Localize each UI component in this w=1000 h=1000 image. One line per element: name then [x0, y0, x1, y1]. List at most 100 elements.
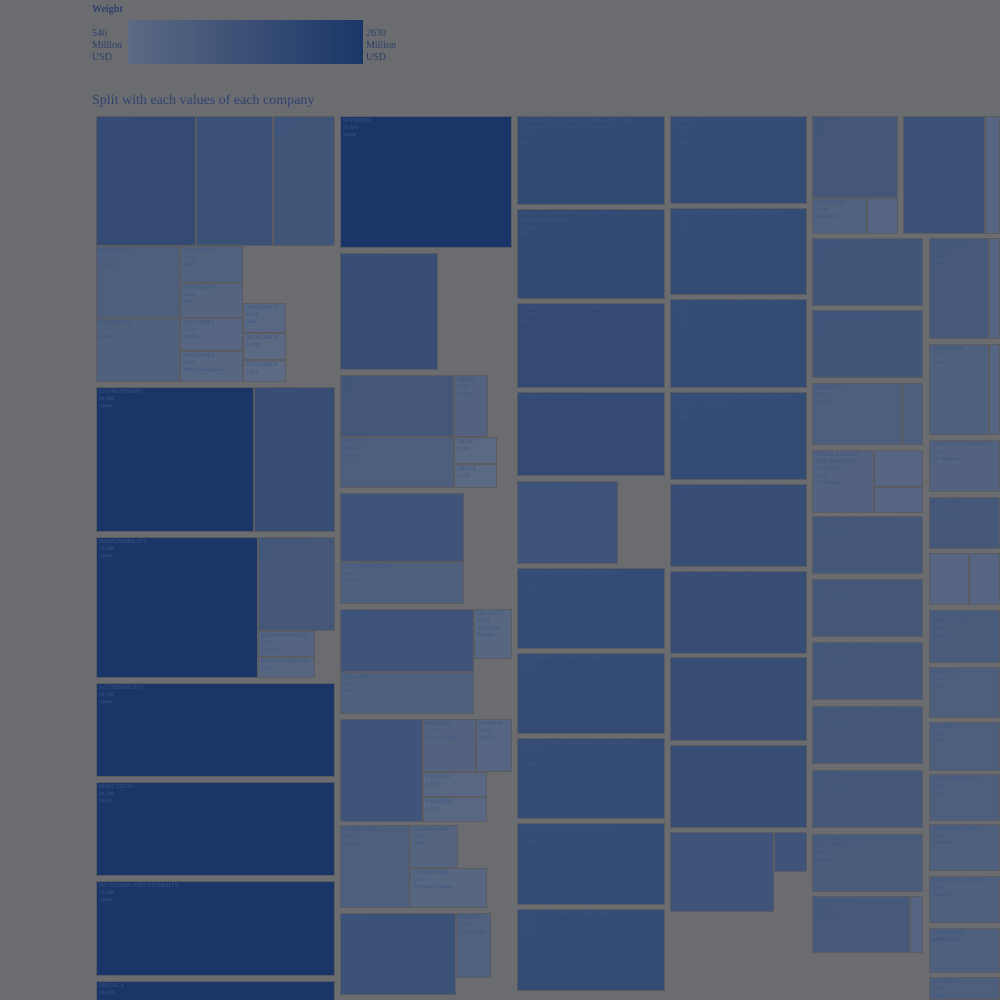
treemap-tile-responsibility: RESPONSIBILITY 2,779 Unocal	[258, 631, 315, 657]
treemap-tile-small	[985, 116, 1000, 234]
tile-value: 14,576	[673, 315, 689, 321]
treemap-tile-everyone-counts: EVERYONE COUNTS 7,972 Mercedes-Benz	[929, 497, 1000, 549]
tile-company: Budweiser	[815, 912, 839, 918]
tile-label: EXECUTE SUPERBLY	[932, 442, 991, 448]
treemap-tile-education: EDUCATION 26,368 Apple	[96, 782, 335, 876]
treemap-tile-discipline: DISCIPLINE 4,077 Intel	[929, 344, 989, 435]
tile-company: IBM	[520, 139, 531, 145]
treemap-tile-build-a-great-and-winning-culture: BUILD A GREAT AND WINNING CULTURE 3,256 J.…	[812, 450, 874, 513]
tile-company: Mercedes-Benz	[815, 595, 850, 601]
tile-company: Disney	[99, 262, 115, 268]
tile-company: Google	[520, 932, 537, 938]
tile-company: gillette	[343, 578, 359, 584]
tile-value: 9,962	[777, 848, 790, 854]
tile-company: coca-cola	[343, 509, 365, 515]
tile-value: 9,962	[343, 502, 356, 508]
treemap-tile-small	[929, 553, 969, 605]
tile-value: 4,793	[343, 834, 356, 840]
treemap-tile-ask-right-alot: ASK RIGHT, ALOT 4,438 Amazon	[929, 824, 1000, 871]
tile-label: PASSION	[426, 799, 451, 805]
treemap-tile-innovation-that-matters-for-our-company-and-for-the-world: INNOVATION THAT MATTERS - FOR OUR COMPAN…	[517, 116, 665, 205]
tile-company: Apple	[99, 798, 113, 804]
legend-max-label: 2630 Million USD	[366, 28, 397, 63]
tile-value: 11,256	[343, 922, 358, 928]
tile-value: 4,438	[932, 937, 945, 943]
tile-company: Mercedes-Benz	[815, 532, 850, 538]
treemap-tile-respect-teamwork: RESPECT TEAMWORK 9,355 oracle	[812, 310, 923, 378]
tile-label: PASSION	[343, 721, 368, 727]
treemap-tile-small	[874, 450, 923, 487]
tile-value: 14,576	[520, 662, 536, 668]
tile-value: 4,793	[99, 255, 112, 261]
tile-label: EVERYONE COUNTS	[932, 499, 990, 505]
treemap-tile-trustworthy-computing: TRUSTWORTHY COMPUTING 13,323 Microsoft	[670, 745, 807, 828]
tile-value: 4,067	[343, 571, 356, 577]
tile-value: 2,543	[413, 834, 426, 840]
treemap-tile-customer-obsession: CUSTOMER OBSESSION 4,438	[929, 928, 1000, 973]
treemap-tile-clarity: CLARITY 4,643 Zara	[929, 722, 1000, 771]
tile-value: 9,355	[815, 319, 828, 325]
tile-company: coca-cola	[673, 848, 695, 854]
treemap-tile-small	[969, 553, 1000, 605]
treemap-tile-integrity: INTEGRITY 14,736 GE	[96, 116, 196, 246]
tile-company: coca-cola	[343, 625, 365, 631]
tile-company: oracle	[815, 254, 829, 260]
treemap-tile-thirst-for-change: THIRST FOR CHANGE 14,736 GE	[517, 392, 665, 476]
treemap-tile-bias-for-action: BIAS FOR ACTION 4,438 Amazon	[929, 876, 1000, 923]
treemap-tile-we-make-things-happen: WE MAKE THINGS HAPPEN 7,972 Mercedes-Benz	[812, 706, 923, 764]
tile-value: 4,643	[932, 783, 945, 789]
treemap-tile-you-can-be-serious-without-a-suit: YOU CAN BE SERIOUS WITHOUT A SUIT. 14,576…	[670, 208, 807, 295]
tile-company: Mercedes-Benz	[815, 786, 850, 792]
tile-value: 15,668	[520, 225, 536, 231]
tile-company: samsung	[199, 132, 219, 138]
treemap-tile-mutual: MUTUAL 9,355 oracle	[812, 238, 923, 306]
tile-value: 14,576	[520, 754, 536, 760]
tile-label: DISCIPLINE	[932, 346, 965, 352]
tile-value: 5,965	[932, 626, 945, 632]
treemap-tile-it-s-best-to-do-one-thing-really-really-well: IT'S BEST TO DO ONE THING REALLY, REALLY…	[517, 909, 665, 991]
tile-label: RESPONSIBILITY	[261, 659, 310, 665]
tile-label: IT'S BEST TO DO ONE THING REALLY, REALLY…	[520, 911, 650, 924]
tile-company: Zara	[932, 738, 943, 744]
tile-label: QUALITY	[343, 611, 370, 617]
tile-company: UPS	[183, 299, 194, 305]
treemap-tile-integrity: INTEGRITY 2,304 Adidas	[180, 318, 243, 351]
tile-label: PEOPLE	[343, 915, 366, 921]
tile-label: TEAMWORK	[343, 827, 379, 833]
tile-company: coca-cola	[343, 735, 365, 741]
tile-value: 9,355	[815, 247, 828, 253]
tile-value: 2,543	[183, 292, 196, 298]
tile-label: RESPONSIBILITY	[261, 539, 310, 545]
tile-label: BEAUTY	[932, 669, 957, 675]
tile-value: 4,077	[343, 681, 356, 687]
tile-company: Porsche	[932, 633, 950, 639]
tile-value: 4,793	[343, 446, 356, 452]
tile-company: DANONE	[815, 214, 839, 220]
tile-company: American Express	[413, 884, 454, 890]
tile-label: INTEGRITY	[246, 305, 278, 311]
tile-company: Porsche	[815, 857, 833, 863]
treemap-tile-trust: TRUST 3,551 allianz	[454, 375, 488, 437]
tile-value: 11,256	[199, 125, 214, 131]
tile-company: American Express	[183, 367, 224, 373]
tile-label: TEAMWORK	[413, 827, 449, 833]
treemap-tile-trust: TRUST 1,296	[454, 437, 497, 464]
tile-company: Shell	[246, 319, 258, 325]
tile-label: INTEGRITY	[183, 353, 215, 359]
tile-value: 1,298	[246, 342, 259, 348]
treemap-tile-quality: QUALITY 2,223 American Express	[474, 609, 512, 659]
tile-value: 14,576	[520, 577, 536, 583]
treemap-tile-small	[989, 238, 1000, 339]
tile-value: 7,972	[815, 588, 828, 594]
tile-label: INTEGRITY	[183, 248, 215, 254]
legend-gradient-bar	[128, 20, 363, 64]
tile-company: coca-cola	[777, 855, 799, 861]
tile-value: 8,364	[261, 546, 274, 552]
tile-company: Microsoft	[257, 403, 279, 409]
tile-label: TEAMWORK	[413, 870, 449, 876]
tile-value: 4,077	[932, 353, 945, 359]
tile-company: UPS	[413, 841, 424, 847]
tile-value: 14,576	[673, 217, 689, 223]
treemap-tile-respect: RESPECT 4,793 Disney	[929, 977, 1000, 1000]
tile-company: AXA	[183, 262, 195, 268]
